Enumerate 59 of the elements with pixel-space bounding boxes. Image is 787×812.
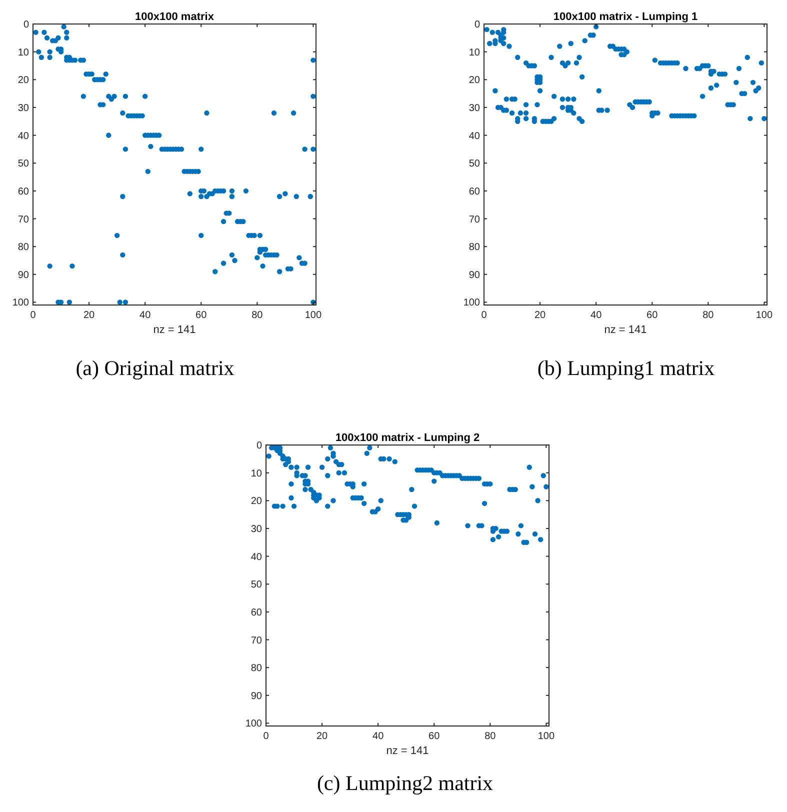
x-tick-label: 100 bbox=[756, 310, 773, 321]
chart-title: 100x100 matrix - Lumping 2 bbox=[335, 432, 480, 444]
y-tick-label: 80 bbox=[18, 242, 30, 254]
x-tick-label: 40 bbox=[140, 310, 152, 321]
x-tick-label: 80 bbox=[484, 731, 496, 742]
text: (b) Lumping1 matrix bbox=[537, 356, 716, 380]
y-tick-label: 0 bbox=[23, 20, 30, 30]
y-tick-label: 70 bbox=[18, 214, 30, 226]
y-tick-label: 10 bbox=[468, 47, 480, 58]
text: (c) Lumping2 matrix bbox=[316, 771, 494, 795]
y-tick-label: 50 bbox=[18, 158, 30, 170]
x-tick-label: 20 bbox=[534, 310, 546, 321]
y-tick-label: 50 bbox=[250, 580, 262, 591]
x-tick-label: 20 bbox=[83, 310, 96, 321]
text: (a) Original matrix bbox=[76, 356, 235, 380]
y-tick-label: 50 bbox=[468, 158, 480, 170]
y-tick-label: 70 bbox=[468, 214, 480, 226]
y-tick-label: 90 bbox=[468, 270, 480, 281]
x-tick-label: 40 bbox=[372, 731, 384, 742]
y-tick-label: 20 bbox=[18, 75, 30, 86]
y-tick-label: 0 bbox=[256, 440, 262, 452]
y-tick-label: 60 bbox=[468, 186, 480, 198]
y-tick-label: 40 bbox=[468, 130, 480, 142]
y-tick-label: 60 bbox=[250, 607, 262, 618]
y-tick-label: 30 bbox=[468, 102, 480, 114]
y-tick-label: 10 bbox=[250, 468, 262, 480]
x-tick-label: 60 bbox=[196, 310, 208, 321]
x-tick-label: 80 bbox=[702, 310, 714, 321]
y-tick-label: 30 bbox=[18, 102, 30, 114]
x-axis-title: nz = 141 bbox=[153, 324, 196, 336]
x-tick-label: 100 bbox=[538, 731, 555, 742]
x-tick-label: 20 bbox=[316, 731, 328, 742]
x-tick-label: 60 bbox=[646, 310, 658, 321]
y-tick-label: 30 bbox=[250, 524, 262, 535]
chart-title: 100x100 matrix - Lumping 1 bbox=[553, 11, 698, 23]
y-tick-label: 90 bbox=[18, 270, 30, 281]
y-tick-label: 80 bbox=[250, 663, 262, 674]
y-tick-label: 70 bbox=[250, 635, 262, 646]
chart-title: 100x100 matrix bbox=[135, 11, 215, 23]
y-tick-label: 10 bbox=[18, 47, 30, 58]
y-tick-label: 80 bbox=[468, 242, 480, 254]
y-tick-label: 100 bbox=[245, 718, 262, 730]
y-tick-label: 20 bbox=[250, 496, 262, 508]
x-tick-label: 0 bbox=[263, 731, 270, 742]
x-tick-label: 40 bbox=[590, 310, 602, 321]
y-tick-label: 40 bbox=[18, 130, 30, 142]
y-tick-label: 60 bbox=[18, 186, 30, 198]
y-tick-label: 90 bbox=[250, 690, 262, 702]
x-tick-label: 0 bbox=[481, 310, 488, 321]
y-tick-label: 100 bbox=[12, 298, 30, 309]
x-axis-title: nz = 141 bbox=[604, 324, 647, 336]
y-tick-label: 0 bbox=[474, 20, 480, 30]
x-tick-label: 0 bbox=[30, 310, 36, 321]
y-tick-label: 20 bbox=[468, 75, 480, 86]
y-tick-label: 40 bbox=[250, 552, 262, 563]
y-tick-label: 100 bbox=[463, 298, 480, 309]
x-axis-title: nz = 141 bbox=[386, 745, 429, 757]
x-tick-label: 60 bbox=[428, 731, 440, 742]
x-tick-label: 100 bbox=[304, 310, 322, 321]
